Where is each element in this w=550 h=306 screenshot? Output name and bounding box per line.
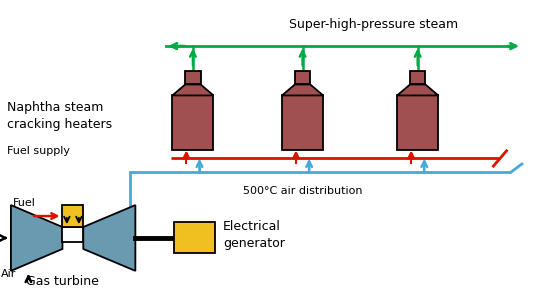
Text: Super-high-pressure steam: Super-high-pressure steam bbox=[289, 18, 458, 31]
Bar bbox=[397, 95, 438, 150]
Bar bbox=[282, 95, 323, 150]
Text: Naphtha steam
cracking heaters: Naphtha steam cracking heaters bbox=[7, 101, 112, 131]
Text: Air: Air bbox=[1, 269, 16, 279]
Polygon shape bbox=[397, 84, 438, 95]
Polygon shape bbox=[83, 205, 135, 271]
Bar bbox=[295, 71, 310, 84]
Polygon shape bbox=[172, 84, 213, 95]
Bar bbox=[185, 71, 201, 84]
Bar bbox=[174, 222, 215, 253]
Text: Fuel supply: Fuel supply bbox=[7, 146, 69, 156]
Bar bbox=[63, 227, 83, 242]
Bar bbox=[172, 95, 213, 150]
Bar bbox=[410, 71, 425, 84]
Text: 500°C air distribution: 500°C air distribution bbox=[243, 186, 362, 196]
Bar bbox=[63, 205, 83, 227]
Text: Gas turbine: Gas turbine bbox=[26, 275, 98, 288]
Polygon shape bbox=[282, 84, 323, 95]
Text: Fuel: Fuel bbox=[13, 198, 36, 208]
Polygon shape bbox=[11, 205, 63, 271]
Text: Electrical
generator: Electrical generator bbox=[223, 220, 285, 250]
